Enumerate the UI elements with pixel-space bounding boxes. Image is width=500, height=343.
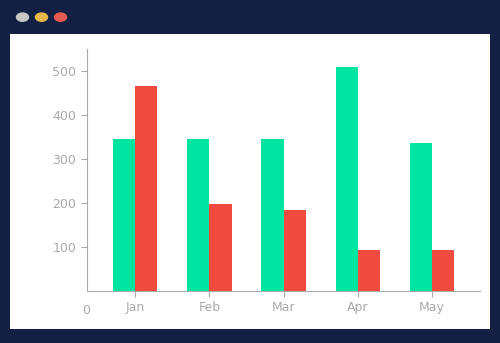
Bar [410,143,432,291]
Bar [135,86,158,291]
Bar [358,250,380,291]
Text: 0: 0 [82,304,90,317]
Bar [210,204,232,291]
Bar [284,210,306,291]
Bar [262,139,283,291]
Bar [187,139,210,291]
Bar [432,250,454,291]
Bar [113,139,135,291]
Bar [336,67,358,291]
